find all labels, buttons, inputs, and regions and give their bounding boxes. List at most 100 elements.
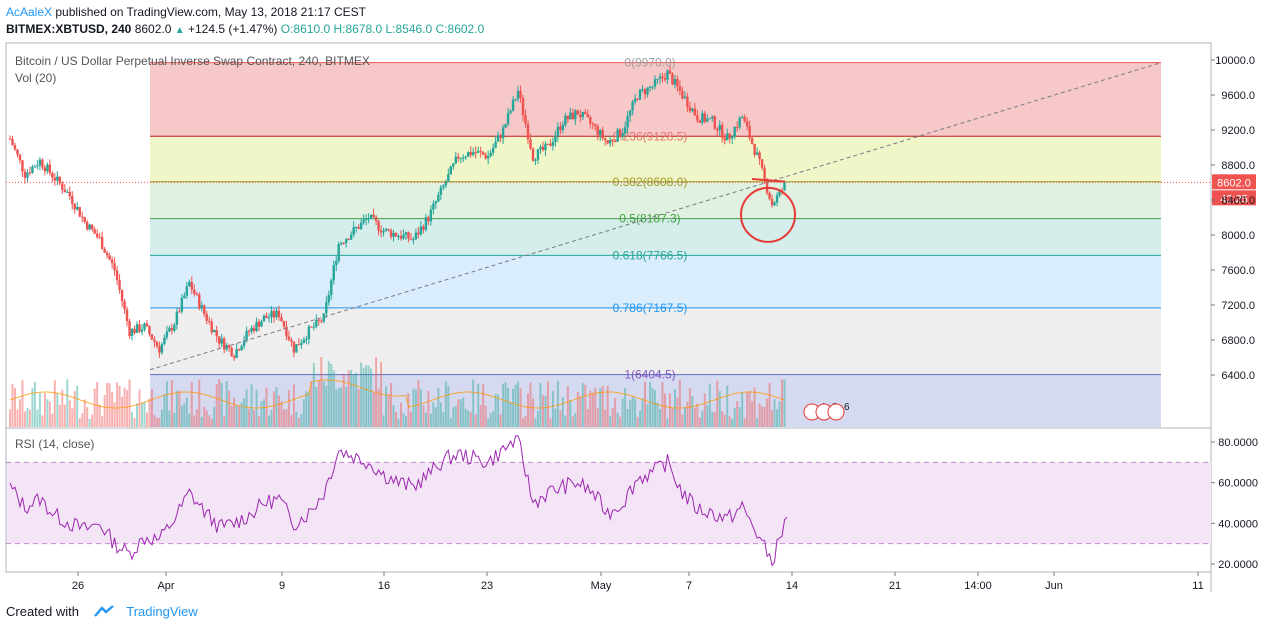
volume-bar [68, 400, 71, 427]
volume-bar [656, 402, 659, 427]
fib-zone [150, 218, 1161, 256]
candle-body [457, 156, 460, 159]
volume-bar [549, 418, 552, 427]
candle-body [138, 324, 141, 332]
volume-bar [342, 374, 345, 427]
volume-bar [322, 381, 325, 427]
candle-body [392, 232, 395, 237]
candle-body [217, 336, 221, 344]
volume-bar [424, 412, 427, 427]
price-tick-label: 10000.0 [1215, 55, 1255, 67]
volume-bar [404, 416, 407, 427]
candle-body [270, 311, 273, 318]
candle-body [432, 203, 435, 210]
volume-bar [128, 379, 131, 427]
volume-bar [497, 394, 500, 427]
time-tick-label: 7 [686, 580, 692, 592]
volume-bar [280, 401, 283, 427]
volume-bar [228, 390, 231, 427]
candle-body [232, 356, 236, 358]
candle-body [327, 294, 330, 303]
volume-bar [708, 383, 711, 427]
volume-bar [559, 410, 562, 427]
annotations[interactable]: 8602.042:25486 [6, 62, 1256, 421]
volume-bar [467, 410, 470, 427]
candle-body [731, 136, 734, 139]
volume-bar [534, 418, 537, 427]
candle-body [745, 121, 749, 127]
rsi-tick-label: 80.0000 [1218, 437, 1258, 449]
candle-body [516, 90, 520, 99]
tradingview-link[interactable]: TradingView [126, 604, 198, 619]
resistance-marker [751, 178, 786, 183]
candle-body [514, 98, 517, 100]
countdown-badge-text: 42:25 [1220, 193, 1248, 205]
candle-body [275, 310, 278, 318]
volume-bar [781, 379, 784, 427]
candle-body [770, 198, 774, 206]
candle-body [349, 234, 353, 240]
author-link[interactable]: AcAaleX [6, 5, 53, 19]
volume-bar [23, 411, 26, 427]
candle-body [183, 295, 186, 298]
publish-line: AcAaleX published on TradingView.com, Ma… [6, 4, 366, 20]
candle-body [58, 176, 62, 184]
volume-bar [586, 409, 589, 427]
candle-body [783, 182, 786, 191]
volume-bar [58, 404, 61, 427]
volume-bar [399, 402, 402, 427]
candle-body [175, 311, 179, 325]
candle-body [86, 221, 89, 230]
volume-bar [63, 404, 66, 427]
candle-body [501, 127, 505, 139]
fibonacci-retracement[interactable]: 0(9970.0) 0.236(9128.5) 0.382(8608.0) 0.5(8… [150, 56, 1161, 427]
volume-bar [427, 390, 430, 427]
candle-body [447, 174, 450, 182]
volume-bar [766, 398, 769, 427]
volume-bar [51, 413, 54, 427]
candle-body [449, 166, 452, 175]
candle-body [240, 346, 243, 351]
candle-body [337, 244, 340, 261]
volume-bar [454, 406, 457, 427]
time-tick-label: 14:00 [964, 580, 992, 592]
volume-bar [519, 388, 522, 427]
rsi-pane [6, 435, 1211, 567]
volume-bar [93, 388, 96, 427]
volume-bar [282, 409, 285, 427]
candle-body [287, 336, 291, 340]
candle-body [427, 217, 430, 222]
volume-ma-line [9, 379, 785, 409]
volume-bar [666, 418, 669, 427]
candle-body [604, 138, 607, 141]
volume-bar [48, 401, 51, 427]
candle-body [422, 226, 425, 230]
candle-body [576, 110, 580, 115]
candle-body [48, 164, 52, 173]
candle-body [686, 96, 689, 107]
volume-bar [180, 405, 183, 427]
volume-bar [594, 387, 597, 427]
candle-body [285, 326, 288, 337]
candle-body [549, 143, 552, 146]
volume-bar [91, 414, 94, 427]
last-price: 8602.0 [134, 22, 172, 36]
volume-bar [474, 414, 477, 427]
volume-bar [218, 379, 221, 427]
candle-body [193, 289, 196, 294]
candle-body [404, 232, 408, 235]
candle-body [708, 118, 711, 120]
volume-bar [18, 399, 21, 427]
volume-bar [678, 379, 681, 427]
candle-body [277, 310, 281, 318]
fib-level-label: 0.382(8608.0) [613, 175, 688, 189]
candle-body [300, 342, 303, 346]
volume-bar [41, 415, 44, 427]
volume-bar [611, 407, 614, 427]
candle-body [429, 209, 433, 222]
fib-zone [150, 374, 1161, 427]
candle-body [382, 230, 385, 233]
candle-body [280, 317, 283, 322]
candle-body [230, 347, 233, 357]
